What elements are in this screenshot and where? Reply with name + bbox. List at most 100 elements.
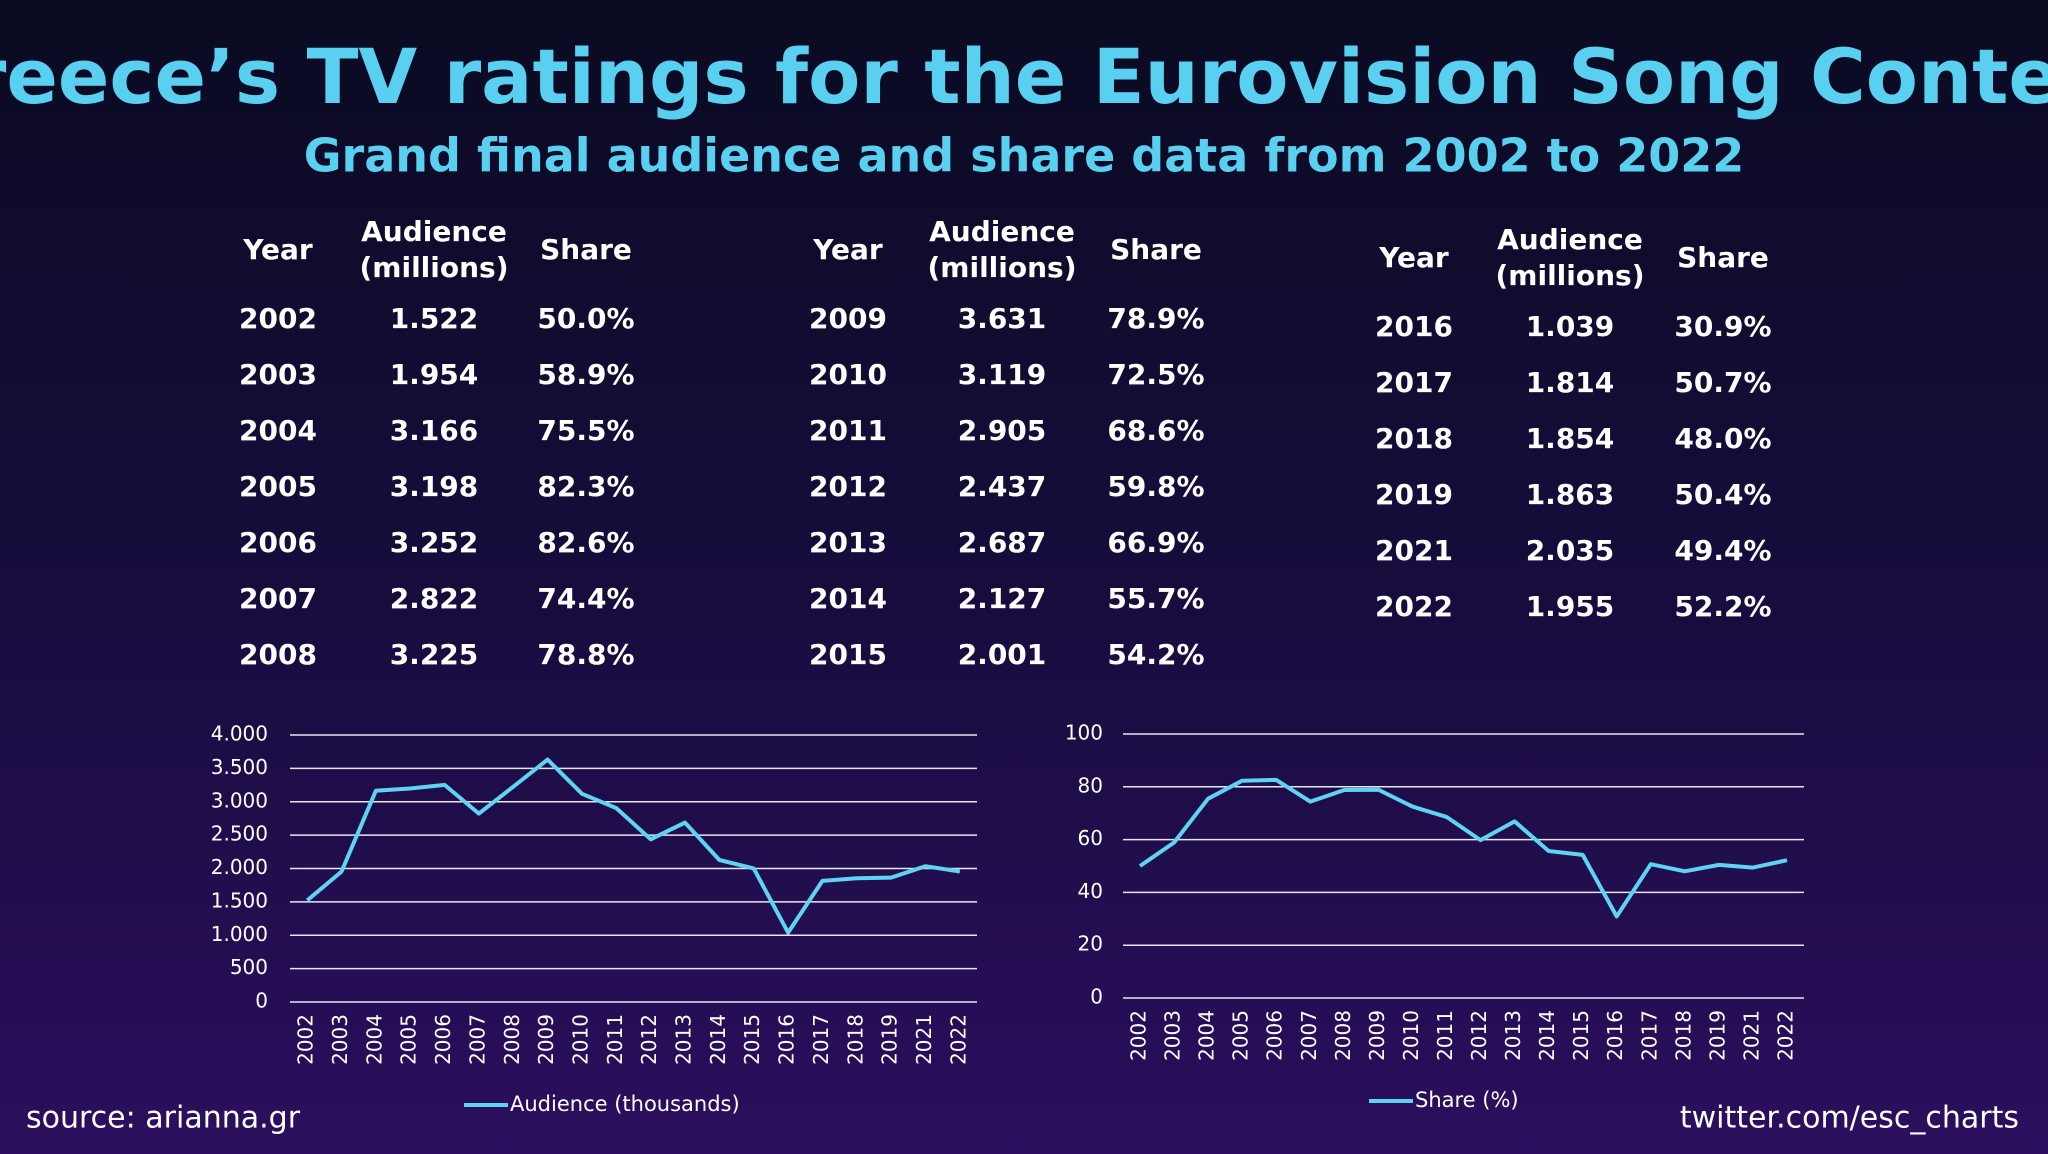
table-cell: 2.127 bbox=[958, 582, 1047, 615]
x-tick-label: 2016 bbox=[775, 1014, 799, 1065]
y-tick-label: 0 bbox=[255, 989, 268, 1013]
column-header: Audience bbox=[361, 215, 507, 248]
y-tick-label: 1.000 bbox=[211, 922, 268, 946]
title: Greece’s TV ratings for the Eurovision S… bbox=[0, 32, 2048, 121]
x-tick-label: 2008 bbox=[500, 1014, 524, 1065]
column-header: Share bbox=[1110, 233, 1202, 266]
table-cell: 68.6% bbox=[1107, 414, 1204, 447]
x-tick-label: 2022 bbox=[1773, 1010, 1797, 1061]
table-cell: 2013 bbox=[809, 526, 887, 559]
table-cell: 50.7% bbox=[1674, 366, 1771, 399]
x-tick-label: 2017 bbox=[809, 1014, 833, 1065]
table-cell: 1.814 bbox=[1526, 366, 1615, 399]
x-tick-label: 2013 bbox=[672, 1014, 696, 1065]
table-cell: 3.198 bbox=[390, 470, 479, 503]
table-cell: 2002 bbox=[239, 302, 317, 335]
x-tick-label: 2006 bbox=[1263, 1010, 1287, 1061]
table-cell: 82.3% bbox=[537, 470, 634, 503]
y-tick-label: 100 bbox=[1065, 721, 1103, 745]
x-tick-label: 2006 bbox=[431, 1014, 455, 1065]
table-cell: 72.5% bbox=[1107, 358, 1204, 391]
x-tick-label: 2011 bbox=[1433, 1010, 1457, 1061]
x-tick-label: 2004 bbox=[362, 1014, 386, 1065]
table-cell: 50.0% bbox=[537, 302, 634, 335]
x-tick-label: 2018 bbox=[843, 1014, 867, 1065]
table-cell: 59.8% bbox=[1107, 470, 1204, 503]
x-tick-label: 2016 bbox=[1603, 1010, 1627, 1061]
x-tick-label: 2014 bbox=[1535, 1010, 1559, 1061]
table-cell: 2017 bbox=[1375, 366, 1453, 399]
y-tick-label: 40 bbox=[1078, 879, 1103, 903]
table-cell: 2.035 bbox=[1526, 534, 1615, 567]
x-tick-label: 2007 bbox=[1297, 1010, 1321, 1061]
x-tick-label: 2017 bbox=[1637, 1010, 1661, 1061]
column-header: Audience bbox=[1497, 223, 1643, 256]
table-cell: 3.119 bbox=[958, 358, 1047, 391]
table-cell: 2011 bbox=[809, 414, 887, 447]
table-cell: 2015 bbox=[809, 638, 887, 671]
x-tick-label: 2012 bbox=[1467, 1010, 1491, 1061]
x-tick-label: 2002 bbox=[294, 1014, 318, 1065]
y-tick-label: 1.500 bbox=[211, 888, 268, 912]
table-cell: 66.9% bbox=[1107, 526, 1204, 559]
source: source: arianna.gr bbox=[26, 1101, 301, 1136]
table-cell: 2005 bbox=[239, 470, 317, 503]
series-line bbox=[1138, 777, 1788, 919]
table-cell: 1.954 bbox=[390, 358, 479, 391]
table-cell: 2003 bbox=[239, 358, 317, 391]
table-cell: 2016 bbox=[1375, 310, 1453, 343]
table-cell: 78.8% bbox=[537, 638, 634, 671]
table-cell: 2021 bbox=[1375, 534, 1453, 567]
x-tick-label: 2012 bbox=[637, 1014, 661, 1065]
table-cell: 1.955 bbox=[1526, 590, 1615, 623]
table-cell: 3.225 bbox=[390, 638, 479, 671]
table-cell: 2007 bbox=[239, 582, 317, 615]
table-cell: 55.7% bbox=[1107, 582, 1204, 615]
table-cell: 2008 bbox=[239, 638, 317, 671]
x-tick-label: 2011 bbox=[603, 1014, 627, 1065]
column-header: Year bbox=[242, 233, 313, 266]
table-cell: 2010 bbox=[809, 358, 887, 391]
table-cell: 74.4% bbox=[537, 582, 634, 615]
y-tick-label: 80 bbox=[1078, 773, 1103, 797]
x-tick-label: 2013 bbox=[1501, 1010, 1525, 1061]
credit: twitter.com/esc_charts bbox=[1680, 1101, 2019, 1136]
table-cell: 30.9% bbox=[1674, 310, 1771, 343]
table-cell: 1.854 bbox=[1526, 422, 1615, 455]
table-cell: 54.2% bbox=[1107, 638, 1204, 671]
x-tick-label: 2004 bbox=[1195, 1010, 1219, 1061]
table-cell: 2.001 bbox=[958, 638, 1047, 671]
table-cell: 2012 bbox=[809, 470, 887, 503]
table-cell: 2004 bbox=[239, 414, 317, 447]
table-cell: 2022 bbox=[1375, 590, 1453, 623]
column-header: Year bbox=[812, 233, 883, 266]
column-header: Audience bbox=[929, 215, 1075, 248]
table-cell: 2.687 bbox=[958, 526, 1047, 559]
y-tick-label: 500 bbox=[230, 955, 268, 979]
y-tick-label: 4.000 bbox=[211, 722, 268, 746]
x-tick-label: 2015 bbox=[1569, 1010, 1593, 1061]
table-cell: 75.5% bbox=[537, 414, 634, 447]
table-cell: 2018 bbox=[1375, 422, 1453, 455]
y-tick-label: 3.000 bbox=[211, 788, 268, 812]
x-tick-label: 2010 bbox=[1399, 1010, 1423, 1061]
y-tick-label: 60 bbox=[1078, 826, 1103, 850]
column-header: (millions) bbox=[360, 251, 509, 284]
table-cell: 48.0% bbox=[1674, 422, 1771, 455]
table-cell: 52.2% bbox=[1674, 590, 1771, 623]
table-cell: 1.522 bbox=[390, 302, 479, 335]
x-tick-label: 2010 bbox=[568, 1014, 592, 1065]
x-tick-label: 2021 bbox=[912, 1014, 936, 1065]
table-cell: 82.6% bbox=[537, 526, 634, 559]
table-cell: 2.905 bbox=[958, 414, 1047, 447]
x-tick-label: 2008 bbox=[1331, 1010, 1355, 1061]
table-cell: 1.039 bbox=[1526, 310, 1615, 343]
column-header: Share bbox=[540, 233, 632, 266]
legend-label: Share (%) bbox=[1415, 1088, 1519, 1112]
x-tick-label: 2009 bbox=[1365, 1010, 1389, 1061]
y-tick-label: 0 bbox=[1090, 985, 1103, 1009]
column-header: Year bbox=[1378, 241, 1449, 274]
column-header: (millions) bbox=[1496, 259, 1645, 292]
x-tick-label: 2019 bbox=[878, 1014, 902, 1065]
x-tick-label: 2003 bbox=[328, 1014, 352, 1065]
